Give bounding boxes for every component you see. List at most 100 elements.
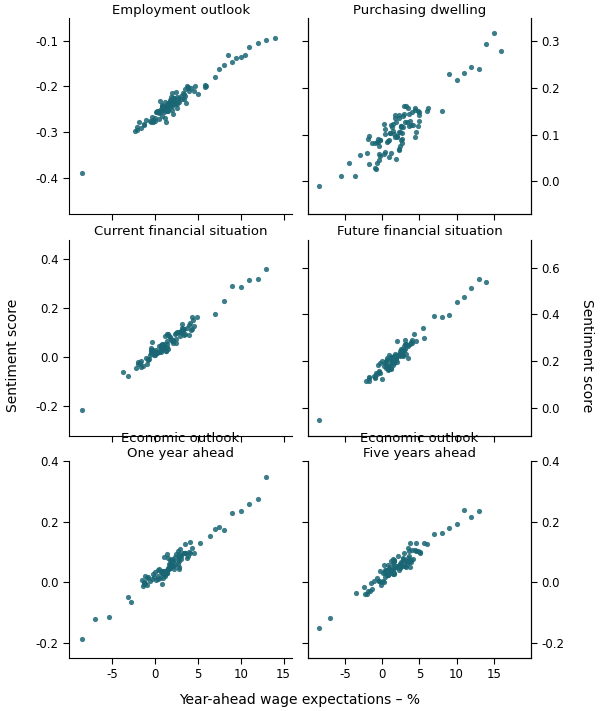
Point [385,363,394,374]
Point [176,553,186,565]
Point [165,562,175,574]
Point [403,352,412,363]
Point [104,611,113,622]
Point [262,34,271,46]
Point [382,353,392,364]
Point [314,181,324,192]
Point [388,565,397,577]
Point [179,547,189,559]
Point [162,100,172,111]
Point [180,328,190,339]
Point [394,127,404,138]
Point [240,50,250,61]
Point [148,346,157,358]
Point [397,120,406,132]
Point [163,565,172,576]
Point [364,372,373,383]
Point [244,498,254,510]
Point [406,555,416,566]
Point [398,553,408,565]
Point [178,547,188,559]
Point [467,61,476,73]
Point [232,53,241,64]
Point [126,596,136,607]
Point [397,561,406,572]
Point [373,368,382,379]
Point [389,356,398,368]
Point [396,122,406,133]
Point [384,360,394,372]
Point [161,103,171,114]
Point [399,108,409,119]
Point [407,545,417,556]
Point [389,351,398,363]
Point [163,338,172,350]
Point [367,584,377,595]
Point [219,296,229,307]
Point [388,351,397,363]
Point [405,561,415,572]
Point [337,170,346,181]
Point [350,170,360,181]
Point [137,355,146,366]
Point [371,373,380,384]
Point [185,547,195,558]
Point [389,357,399,368]
Point [382,354,391,365]
Point [385,561,395,572]
Point [201,80,211,92]
Point [360,589,370,600]
Point [414,106,424,117]
Point [414,116,424,127]
Point [165,560,175,572]
Point [383,361,392,373]
Point [391,112,400,124]
Point [166,92,176,103]
Point [403,117,412,128]
Point [170,97,179,108]
Point [414,109,424,121]
Point [377,373,387,384]
Point [170,328,180,339]
Point [165,96,175,107]
Point [160,102,169,113]
Point [159,567,169,579]
Point [400,345,409,356]
Point [178,324,188,336]
Point [389,567,399,578]
Point [165,558,175,570]
Point [445,309,454,321]
Point [158,572,168,584]
Point [163,343,172,355]
Point [397,349,407,360]
Point [400,560,409,572]
Point [389,568,398,579]
Point [379,118,389,129]
Point [395,558,405,570]
Point [163,328,173,340]
Point [161,345,170,356]
Point [159,103,169,114]
Point [145,575,154,587]
Point [389,555,398,566]
Point [177,327,187,338]
Point [387,354,397,365]
Point [140,570,150,582]
Point [383,569,392,580]
Point [244,274,254,285]
Point [165,555,175,566]
Point [166,556,176,567]
Point [489,27,499,38]
Point [399,547,409,559]
Point [175,548,184,560]
Point [382,137,391,148]
Point [387,356,397,368]
Title: Economic outlook
One year ahead: Economic outlook One year ahead [121,432,240,460]
Point [155,95,165,107]
Point [482,277,491,288]
Point [140,577,149,588]
Point [123,370,133,382]
Point [161,101,171,112]
Point [180,91,190,102]
Point [380,565,390,576]
